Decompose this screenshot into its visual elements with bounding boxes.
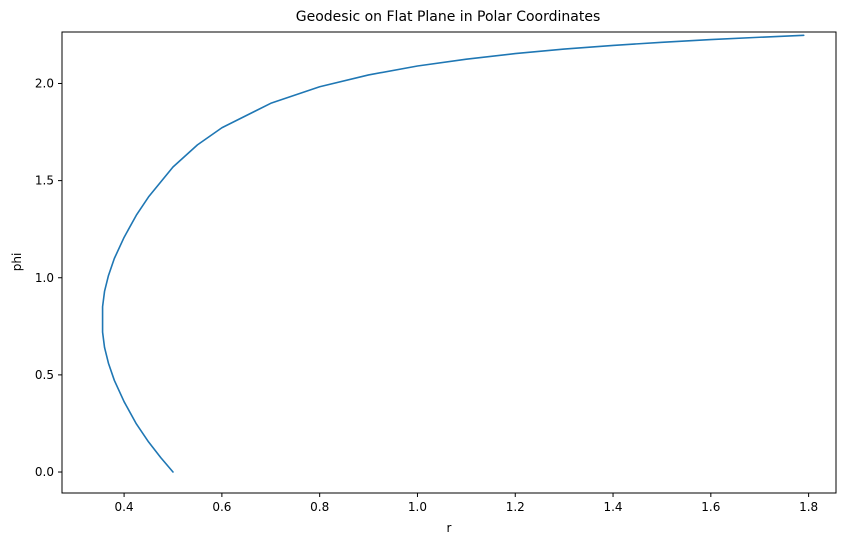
y-tick-label: 1.5 [35, 174, 54, 188]
x-tick-label: 1.4 [603, 500, 622, 514]
y-axis: 0.0 0.5 1.0 1.5 2.0 [35, 76, 62, 479]
x-tick-label: 1.2 [506, 500, 525, 514]
x-tick-label: 0.8 [310, 500, 329, 514]
y-axis-label: phi [10, 253, 24, 272]
x-axis-label: r [447, 521, 452, 535]
x-tick-label: 1.8 [799, 500, 818, 514]
chart-title: Geodesic on Flat Plane in Polar Coordina… [296, 9, 601, 25]
y-tick-label: 0.0 [35, 465, 54, 479]
y-tick-label: 1.0 [35, 271, 54, 285]
y-tick-label: 2.0 [35, 76, 54, 90]
x-tick-label: 1.6 [701, 500, 720, 514]
series-layer [101, 34, 805, 473]
x-tick-label: 0.4 [115, 500, 134, 514]
x-tick-label: 1.0 [408, 500, 427, 514]
y-tick-label: 0.5 [35, 368, 54, 382]
x-tick-label: 0.6 [212, 500, 231, 514]
plot-area-frame [61, 31, 837, 494]
series-line [101, 34, 805, 473]
x-axis: 0.4 0.6 0.8 1.0 1.2 1.4 1.6 1.8 [115, 493, 818, 514]
